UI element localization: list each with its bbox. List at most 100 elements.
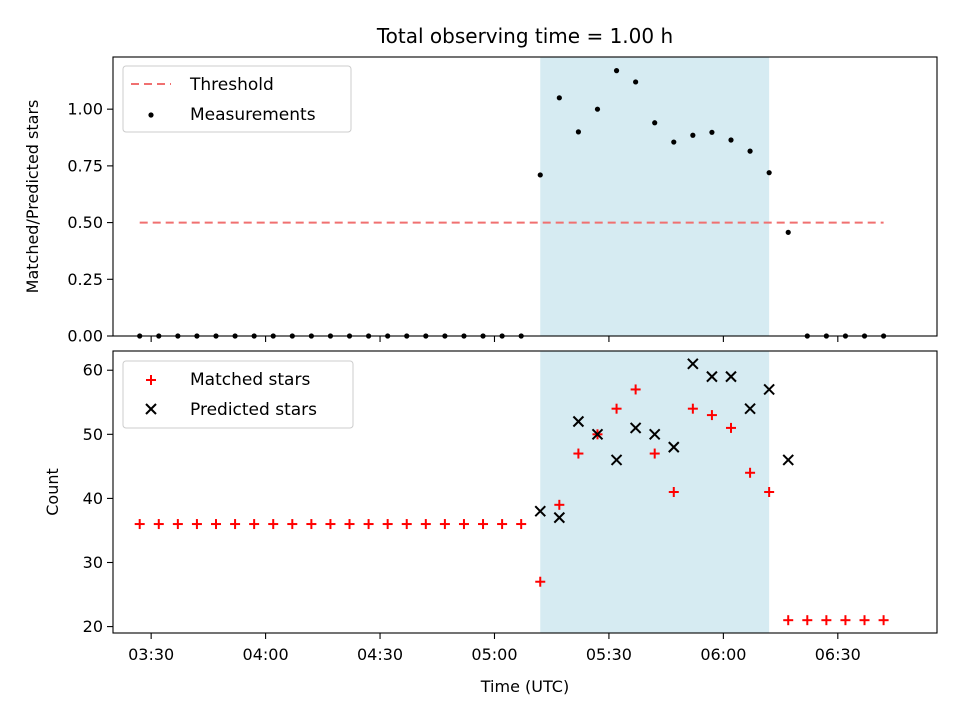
x-tick-label: 04:00 — [243, 645, 289, 664]
x-tick-label: 06:30 — [815, 645, 861, 664]
predicted-star-point — [648, 428, 661, 441]
matched-star-point — [611, 403, 622, 414]
measurement-point — [633, 79, 639, 85]
matched-star-point — [268, 519, 279, 530]
x-tick-label: 04:30 — [357, 645, 403, 664]
y-tick-label: 60 — [83, 361, 103, 380]
matched-star-point — [458, 519, 469, 530]
legend-measurements-label: Measurements — [190, 105, 316, 125]
measurement-point — [671, 139, 677, 145]
legend-matched-label: Matched stars — [190, 370, 310, 390]
y-tick-label: 1.00 — [67, 100, 103, 119]
matched-star-point — [687, 403, 698, 414]
y-tick-label: 30 — [83, 553, 103, 572]
measurement-point — [709, 129, 715, 135]
bottom-panel-ticks: 20 30 40 50 60 03:30 04:00 04:30 05:00 05:30 06:00… — [83, 361, 861, 664]
matched-star-point — [439, 519, 450, 530]
matched-star-point — [249, 519, 260, 530]
matched-star-point — [306, 519, 317, 530]
top-panel-frame — [112, 56, 938, 337]
measurement-point — [594, 106, 601, 112]
predicted-star-point — [668, 441, 680, 453]
matched-star-point — [802, 615, 813, 626]
matched-star-point — [706, 410, 717, 421]
legend-matched-swatch — [146, 375, 156, 385]
bottom-legend: Matched stars Predicted stars — [122, 360, 354, 429]
x-tick-label: 03:30 — [128, 645, 174, 664]
matched-star-point — [191, 519, 202, 530]
predicted-star-point — [725, 370, 737, 383]
matched-star-point — [649, 448, 660, 459]
predicted-star-point — [553, 511, 566, 524]
matched-star-point — [497, 519, 508, 530]
y-tick-label: 0.25 — [67, 270, 103, 289]
legend-threshold-label: Threshold — [189, 75, 274, 95]
legend-predicted-swatch — [145, 403, 157, 415]
legend-measurements-swatch — [148, 112, 154, 118]
matched-star-point — [878, 615, 889, 626]
matched-star-point — [382, 519, 393, 530]
predicted-star-point — [629, 422, 642, 434]
bottom-panel-frame — [112, 350, 938, 634]
y-tick-label: 0.75 — [67, 156, 103, 175]
matched-star-point — [325, 519, 336, 530]
y-tick-label: 0.00 — [67, 327, 103, 346]
x-tick-label: 05:00 — [471, 645, 517, 664]
measurement-point — [613, 68, 620, 74]
bottom-panel: 20 30 40 50 60 03:30 04:00 04:30 05:00 05:30 06:00… — [43, 350, 938, 696]
matched-star-point — [745, 467, 756, 478]
matched-star-point — [478, 519, 489, 530]
top-y-axis-label: Matched/Predicted stars — [23, 100, 42, 294]
matched-star-point — [668, 487, 679, 497]
matched-star-point — [764, 487, 775, 497]
matched-star-point — [344, 519, 355, 530]
predicted-star-point — [782, 454, 794, 466]
matched-star-point — [516, 519, 527, 530]
x-tick-label: 06:00 — [700, 645, 746, 664]
matched-star-point — [573, 448, 584, 459]
y-tick-label: 40 — [83, 489, 103, 508]
matched-star-point — [840, 615, 851, 626]
matched-star-point — [859, 615, 870, 626]
matched-star-point — [172, 519, 183, 530]
top-legend: Threshold Measurements — [122, 65, 352, 133]
predicted-star-point — [706, 370, 718, 383]
matched-star-point — [287, 519, 298, 530]
matched-star-point — [230, 519, 241, 530]
top-panel-ticks: 0.00 0.25 0.50 0.75 1.00 — [67, 100, 839, 346]
predicted-star-point — [534, 505, 546, 517]
top-legend-box — [122, 65, 352, 133]
predicted-star-point — [610, 454, 623, 466]
observing-window-band-top — [540, 57, 770, 336]
matched-star-point — [821, 615, 832, 626]
observing-window-band-bottom — [540, 351, 770, 633]
matched-star-point — [153, 519, 164, 530]
predicted-star-point — [687, 358, 699, 370]
top-panel: 0.00 0.25 0.50 0.75 1.00 Matched/Predicted s… — [23, 56, 938, 346]
matched-star-point — [211, 519, 221, 530]
bottom-legend-box — [122, 360, 354, 429]
matched-star-point — [134, 519, 145, 530]
y-tick-label: 50 — [83, 425, 103, 444]
measurement-point — [728, 137, 734, 143]
measurement-point — [556, 95, 562, 101]
measurement-point — [537, 172, 543, 178]
matched-star-point — [726, 422, 736, 433]
chart-title: Total observing time = 1.00 h — [376, 24, 673, 48]
legend-predicted-label: Predicted stars — [190, 400, 317, 420]
predicted-star-point — [763, 383, 775, 396]
measurement-point — [690, 132, 696, 138]
bottom-panel-marks — [134, 358, 889, 626]
matched-star-point — [535, 576, 546, 587]
predicted-star-point — [591, 428, 604, 441]
matched-star-point — [554, 499, 565, 510]
matched-star-point — [363, 519, 374, 530]
bottom-y-axis-label: Count — [43, 468, 62, 516]
x-tick-label: 05:30 — [586, 645, 632, 664]
measurement-point — [575, 129, 582, 135]
predicted-star-point — [744, 402, 756, 415]
measurement-point — [766, 170, 772, 176]
matched-star-point — [630, 384, 641, 395]
matched-star-point — [401, 519, 412, 530]
